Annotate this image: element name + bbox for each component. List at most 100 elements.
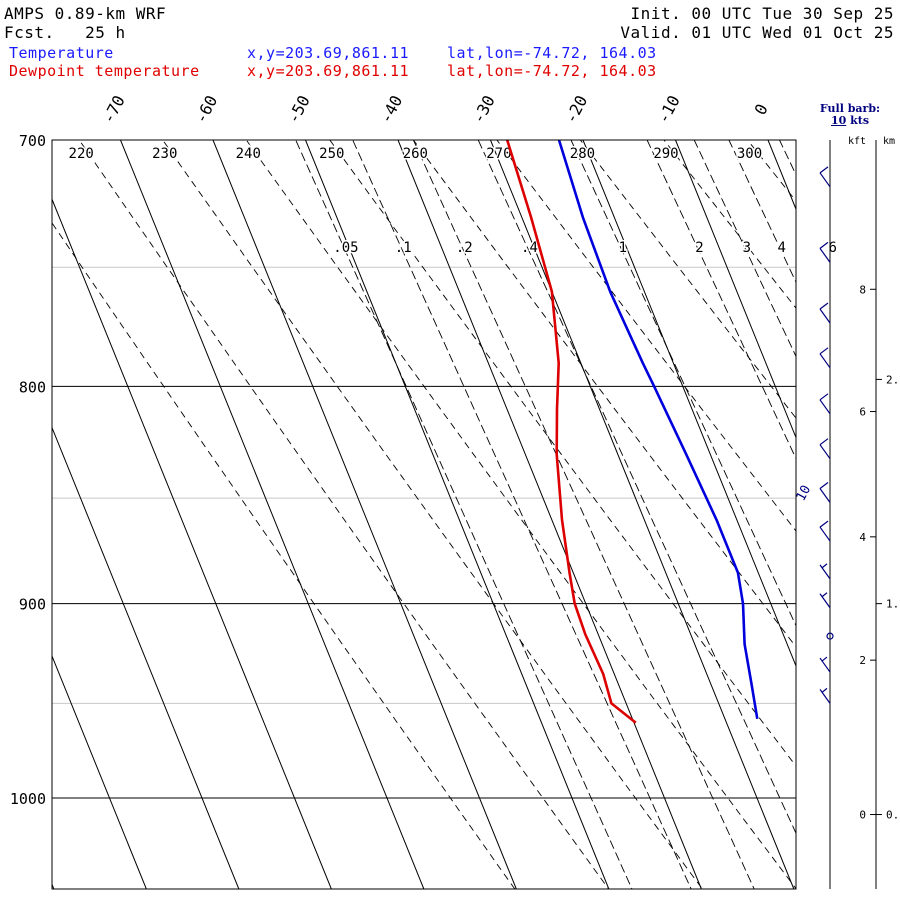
isotherm-line	[212, 140, 517, 889]
dry-adiabat-270	[496, 140, 796, 532]
barb-scale-title: Full barb:	[819, 102, 881, 115]
isotherm-line	[490, 140, 795, 889]
isotherm-line	[120, 140, 425, 889]
dry-adiabat-label: 280	[570, 146, 595, 162]
mixing-ratio-line	[352, 140, 692, 889]
dry-adiabat-240	[245, 140, 796, 889]
wind-barb	[819, 302, 831, 324]
wind-barb-shaft	[819, 308, 831, 324]
valid-time: Valid. 01 UTC Wed 01 Oct 25	[620, 23, 894, 42]
dry-adiabat-220	[78, 140, 610, 889]
isotherm-label: 0	[750, 101, 771, 118]
wind-barb-shaft	[819, 564, 831, 580]
wind-barb-flag	[819, 438, 829, 446]
mixing-ratio-label: 1	[619, 240, 627, 256]
kft-tick-label: 8	[859, 283, 866, 296]
wind-barb-flag	[819, 393, 829, 401]
mixing-ratio-label: 6	[829, 240, 837, 256]
wind-barb-shaft	[819, 172, 831, 188]
dry-adiabat-label: 260	[403, 146, 428, 162]
wind-barb	[819, 687, 831, 704]
kft-tick-label: 6	[859, 406, 866, 419]
wind-barb-shaft	[819, 353, 831, 369]
isotherm-line	[305, 140, 610, 889]
mixing-ratio-line	[570, 140, 796, 627]
dry-adiabat-290	[663, 140, 796, 309]
dry-adiabat-310	[699, 0, 900, 900]
mixing-ratio-line	[646, 140, 796, 460]
mixing-ratio-label: .1	[395, 240, 412, 256]
kft-tick-label: 2	[859, 654, 866, 667]
isotherm-label: -60	[191, 92, 221, 126]
km-tick-label: 1.	[886, 598, 899, 611]
wind-barb-flag	[819, 241, 829, 249]
barb-scale-value: 10	[830, 114, 847, 127]
wind-barb	[819, 520, 831, 542]
wind-barb	[819, 592, 831, 609]
isotherm-label: -40	[376, 92, 406, 126]
init-time: Init. 00 UTC Tue 30 Sep 25	[630, 4, 894, 23]
wind-barb-shaft	[819, 488, 831, 503]
dry-adiabat-label: 230	[152, 146, 177, 162]
wind-barb-shaft	[819, 444, 831, 460]
dewpoint-trace	[505, 140, 637, 724]
km-tick-label: 2.	[886, 373, 899, 386]
wind-barb-flag	[819, 302, 829, 310]
isotherm-label: -50	[283, 92, 313, 126]
isotherm-line	[52, 654, 147, 889]
dry-adiabat-label: 240	[236, 146, 261, 162]
wind-barb	[819, 347, 831, 369]
isotherm-line	[397, 140, 702, 889]
wind-barb	[819, 482, 831, 503]
mixing-ratio-label: .4	[521, 240, 538, 256]
wind-barb-half	[821, 563, 828, 569]
isotherm-line	[582, 140, 796, 668]
dry-adiabat-280	[579, 140, 796, 419]
wind-barb-half	[821, 687, 828, 693]
isotherm-label: -30	[468, 92, 498, 126]
pressure-tick-label: 700	[19, 132, 46, 150]
barb-scale-note: Full barb: 10 kts	[812, 103, 888, 127]
dry-adiabat-label: 300	[737, 146, 762, 162]
dry-adiabat-300	[746, 140, 796, 202]
wind-barb-shaft	[819, 526, 831, 542]
temperature-legend-xy: x,y=203.69,861.11	[247, 44, 410, 62]
wind-barb-flag	[819, 347, 829, 355]
mixing-ratio-line	[477, 140, 796, 835]
mixing-ratio-line	[728, 140, 796, 284]
km-axis-label: km	[883, 136, 895, 147]
mixing-ratio-label: .05	[333, 240, 358, 256]
wind-barb-shaft	[819, 689, 831, 704]
wind-barb	[819, 656, 831, 673]
model-title: AMPS 0.89-km WRF	[4, 4, 167, 23]
wind-barb	[819, 563, 831, 580]
temperature-trace	[557, 140, 759, 720]
wind-barb-shaft	[819, 248, 831, 263]
kft-tick-label: 4	[859, 531, 866, 544]
km-tick-label: 0.	[886, 809, 899, 822]
wind-barb-shaft	[819, 593, 831, 609]
wind-barb-half	[821, 656, 828, 662]
wind-barb-flag	[819, 520, 829, 528]
wind-barb-flag	[819, 482, 829, 489]
isotherm-line	[52, 426, 240, 889]
dry-adiabat-210	[52, 222, 516, 889]
barb-scale-unit: kts	[850, 114, 870, 127]
dry-adiabat-label: 270	[486, 146, 511, 162]
isotherm-label: -10	[653, 92, 683, 126]
mixing-ratio-label: .2	[456, 240, 473, 256]
dry-adiabat-label: 220	[69, 146, 94, 162]
dry-adiabat-label: 290	[653, 146, 678, 162]
dewpoint-legend-latlon: lat,lon=-74.72, 164.03	[447, 62, 657, 80]
pressure-tick-label: 900	[19, 596, 46, 614]
wind-barb	[819, 166, 831, 188]
isotherm-line	[675, 140, 796, 439]
temperature-legend-label: Temperature	[9, 44, 114, 62]
isotherm-line	[52, 883, 55, 889]
wind-barb	[819, 241, 831, 263]
mixing-ratio-label: 3	[743, 240, 751, 256]
temperature-legend-latlon: lat,lon=-74.72, 164.03	[447, 44, 657, 62]
wind-barb-half	[821, 592, 828, 598]
forecast-hour: Fcst. 25 h	[4, 23, 126, 42]
mixing-ratio-line	[779, 140, 796, 176]
